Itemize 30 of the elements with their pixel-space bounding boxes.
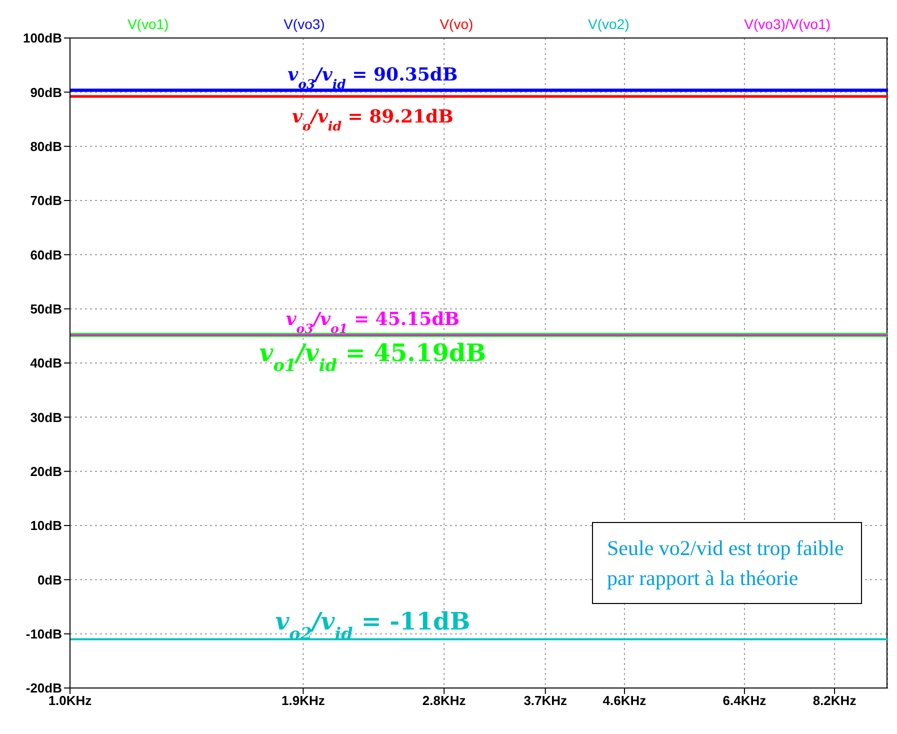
y-tick-label: 80dB — [30, 138, 62, 154]
annotation: v$_{o1}$/v$_{id}$ = 45.19dB — [259, 338, 486, 375]
x-tick-label: 1.0KHz — [48, 693, 92, 708]
x-tick-label: 3.7KHz — [524, 693, 568, 708]
x-tick-label: 8.2KHz — [812, 693, 857, 708]
y-tick-label: 70dB — [30, 193, 62, 208]
y-tick-label: 20dB — [30, 464, 62, 479]
x-tick-label: 6.4KHz — [722, 693, 767, 708]
y-tick-label: 60dB — [30, 247, 62, 262]
y-tick-label: 30dB — [30, 410, 62, 425]
y-tick-label: -20dB — [26, 680, 62, 696]
text: V(vo3)/V(vo1) — [744, 16, 831, 32]
annotation: v$_{o}$/v$_{id}$ = 89.21dB — [292, 106, 454, 133]
y-tick-label: 0dB — [37, 572, 62, 588]
text: V(vo2) — [588, 16, 630, 32]
y-tick-label: 50dB — [30, 301, 62, 316]
text: V(vo) — [440, 16, 474, 32]
y-tick-label: 90dB — [30, 84, 62, 100]
text: V(vo1) — [127, 16, 169, 32]
annotation: v$_{o3}$/v$_{o1}$ = 45.15dB — [286, 309, 460, 336]
annotation: v$_{o3}$/v$_{id}$ = 90.35dB — [288, 64, 458, 91]
x-tick-label: 1.9KHz — [282, 693, 326, 708]
x-tick-label: 2.8KHz — [422, 693, 466, 708]
text: V(vo3) — [284, 16, 325, 32]
y-tick-label: 10dB — [30, 518, 62, 534]
y-tick-label: -10dB — [26, 626, 62, 642]
annotation: Seule vo2/vid est trop faible par rapport à la théorie — [592, 522, 862, 604]
x-tick-label: 4.6KHz — [602, 693, 647, 708]
y-tick-label: 100dB — [22, 30, 62, 46]
y-tick-label: 40dB — [30, 356, 62, 371]
